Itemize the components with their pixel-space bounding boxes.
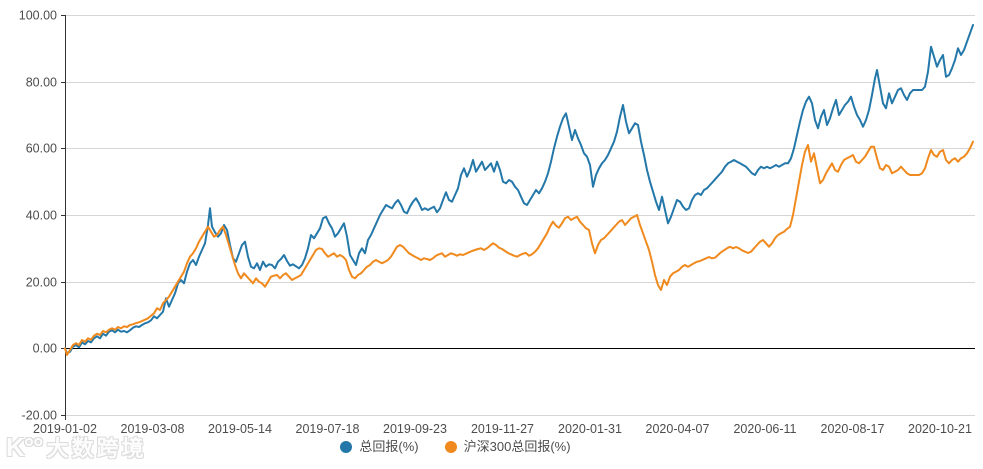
y-axis-tick-label: 40.00: [26, 209, 57, 223]
legend-dot-blue-icon: [340, 440, 353, 453]
x-axis-tick-label: 2019-01-02: [33, 422, 97, 436]
x-axis-tick-label: 2019-07-18: [296, 422, 360, 436]
series-line-1: [64, 140, 974, 356]
y-axis-tick-label: 80.00: [26, 76, 57, 90]
x-axis-tick-label: 2020-08-17: [821, 422, 885, 436]
legend-item-total-return[interactable]: 总回报(%): [340, 439, 419, 454]
legend-label: 沪深300总回报(%): [463, 439, 571, 454]
x-axis-tick-label: 2019-05-14: [208, 422, 272, 436]
x-axis-tick-label: 2020-04-07: [646, 422, 710, 436]
y-axis-tick-label: 60.00: [26, 142, 57, 156]
watermark: K°° 大数跨境: [6, 431, 147, 463]
watermark-text: 大数跨境: [46, 436, 147, 461]
y-axis-tick-label: -20.00: [22, 409, 57, 423]
y-axis-tick-label: 0.00: [33, 342, 57, 356]
series-line-0: [64, 24, 974, 355]
x-axis-tick-label: 2019-03-08: [121, 422, 185, 436]
legend-label: 总回报(%): [359, 439, 419, 454]
y-axis-tick-label: 20.00: [26, 276, 57, 290]
x-axis-tick-label: 2019-11-27: [471, 422, 534, 436]
legend-dot-orange-icon: [444, 440, 457, 453]
x-axis-tick-label: 2020-06-11: [733, 422, 796, 436]
y-axis-tick-label: 100.00: [19, 9, 57, 23]
x-axis-tick-label: 2019-09-23: [383, 422, 447, 436]
x-axis-tick-label: 2020-10-21: [908, 422, 972, 436]
x-axis-tick-label: 2020-01-31: [558, 422, 622, 436]
watermark-logo-icon: K°°: [6, 431, 44, 462]
chart-legend: 总回报(%) 沪深300总回报(%): [0, 440, 911, 453]
legend-item-csi300-total-return[interactable]: 沪深300总回报(%): [444, 439, 571, 454]
